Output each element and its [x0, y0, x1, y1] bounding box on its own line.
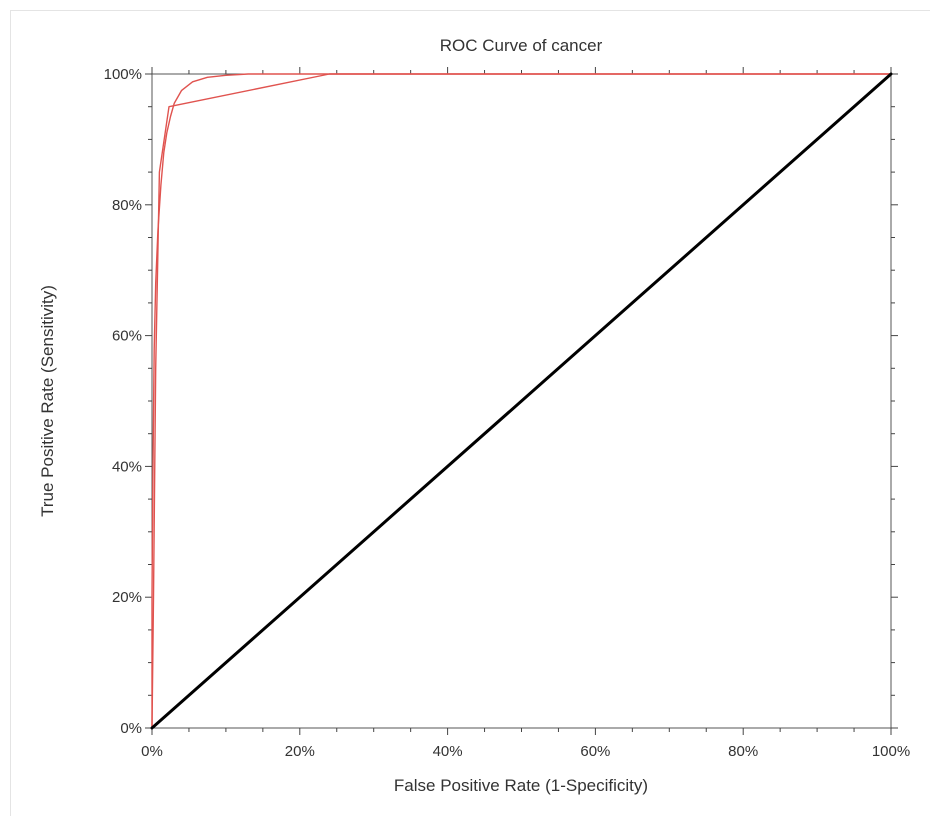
axis-ticks: 0% 20% 40% 60% 80% 100% 0% 20% 40% 60% 80% 100% [104, 66, 911, 760]
x-axis-label: False Positive Rate (1-Specificity) [394, 776, 648, 795]
x-tick-label: 0% [141, 743, 163, 760]
x-tick-label: 20% [285, 743, 315, 760]
roc-curve-line-1 [151, 73, 892, 729]
x-tick-label: 80% [728, 743, 758, 760]
x-tick-label: 60% [580, 743, 610, 760]
series-lines [150, 72, 893, 730]
y-tick-label: 0% [120, 720, 142, 737]
roc-curve-line-2 [151, 73, 892, 729]
chart-title: ROC Curve of cancer [440, 36, 603, 55]
y-tick-label: 80% [112, 197, 142, 214]
reference-diagonal-line [150, 72, 893, 730]
y-tick-label: 60% [112, 328, 142, 345]
x-tick-label: 40% [433, 743, 463, 760]
chart-frame: ROC Curve of cancer False Positive Rate … [10, 10, 930, 816]
x-tick-label: 100% [872, 743, 910, 760]
roc-chart: ROC Curve of cancer False Positive Rate … [38, 36, 911, 795]
y-tick-label: 100% [104, 66, 142, 83]
y-axis-label: True Positive Rate (Sensitivity) [38, 285, 57, 517]
y-tick-label: 40% [112, 458, 142, 475]
y-tick-label: 20% [112, 589, 142, 606]
